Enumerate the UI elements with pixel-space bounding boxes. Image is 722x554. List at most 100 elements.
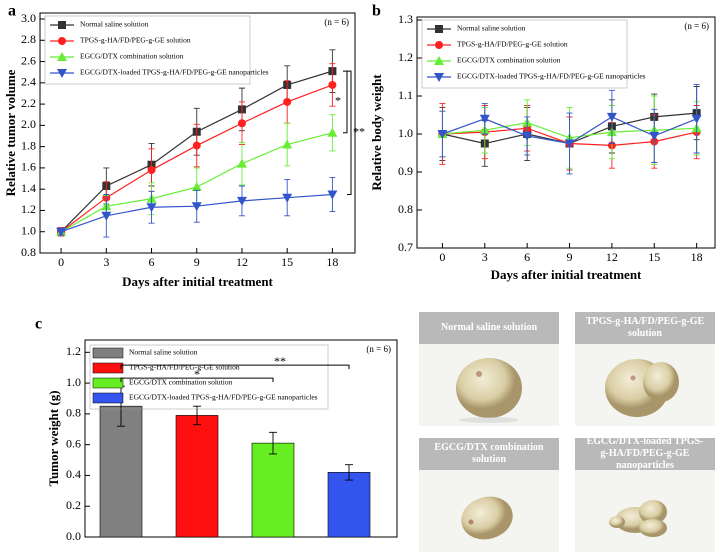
panel-letter: b: [372, 3, 381, 20]
x-tick-label: 12: [236, 255, 248, 269]
legend-swatch: [92, 362, 124, 374]
legend-swatch: [92, 392, 124, 404]
marker: [606, 112, 617, 122]
legend-label: EGCG/DTX combination solution: [457, 56, 561, 65]
photo-label: EGCG/DTX-loaded TPGS-g-HA/FD/PEG-g-GE na…: [575, 438, 715, 471]
photo-label: Normal saline solution: [419, 312, 559, 344]
note: (n = 6): [366, 344, 391, 354]
marker: [58, 37, 66, 45]
marker: [57, 69, 67, 78]
legend-swatch: [92, 377, 124, 389]
y-tick-label: 1.8: [21, 138, 36, 152]
y-tick-label: 0.4: [66, 467, 81, 481]
x-tick-label: 9: [194, 255, 200, 269]
legend-label: EGCG/DTX-loaded TPGS-g-HA/FD/PEG-g-GE na…: [129, 393, 318, 402]
marker: [101, 211, 112, 221]
marker: [191, 182, 202, 192]
marker: [283, 97, 292, 106]
x-axis-label: Days after initial treatment: [491, 267, 642, 282]
legend-box: [421, 19, 628, 89]
marker: [192, 141, 201, 150]
marker: [649, 131, 660, 141]
y-tick-label: 1.2: [21, 202, 36, 216]
marker: [146, 203, 157, 213]
marker: [327, 127, 338, 137]
note: (n = 6): [684, 21, 709, 31]
marker: [236, 158, 247, 168]
marker: [147, 166, 156, 175]
note: (n = 6): [324, 17, 349, 27]
error-bar: [269, 431, 277, 455]
panel-letter: a: [8, 3, 16, 20]
marker: [435, 25, 443, 33]
marker: [435, 41, 443, 49]
legend-label: EGCG/DTX-loaded TPGS-g-HA/FD/PEG-g-GE na…: [457, 72, 646, 81]
legend-label: TPGS-g-HA/FD/PEG-g-GE solution: [129, 363, 240, 372]
bar: [99, 405, 143, 538]
y-tick-label: 1.6: [21, 160, 36, 174]
x-tick-label: 3: [482, 250, 488, 264]
x-tick-label: 15: [281, 255, 293, 269]
y-tick-label: 1.3: [398, 12, 413, 26]
bar: [175, 415, 219, 538]
significance-bracket: [343, 70, 348, 134]
significance-label: *: [335, 94, 341, 108]
legend-label: TPGS-g-HA/FD/PEG-g-GE solution: [80, 36, 191, 45]
legend-label: Normal saline solution: [129, 348, 198, 357]
legend-box: [44, 15, 251, 85]
photo: [605, 359, 679, 417]
y-tick-label: 0.0: [66, 529, 81, 543]
significance-bracket: [120, 377, 274, 383]
y-tick-label: 1.0: [21, 223, 36, 237]
y-tick-label: 0.9: [398, 164, 413, 178]
x-axis-label: Days after initial treatment: [122, 274, 273, 289]
photo-cell: TPGS-g-HA/FD/PEG-g-GE solution: [575, 312, 715, 426]
y-tick-label: 2.8: [21, 32, 36, 46]
y-tick-label: 2.4: [21, 75, 36, 89]
marker: [434, 56, 444, 65]
y-tick-label: 1.0: [66, 375, 81, 389]
y-tick-label: 1.1: [398, 88, 413, 102]
x-tick-label: 9: [567, 250, 573, 264]
marker: [56, 227, 67, 237]
y-tick-label: 1.4: [21, 181, 36, 195]
marker: [236, 196, 247, 206]
y-tick-label: 0.7: [398, 240, 413, 254]
y-tick-label: 1.0: [398, 126, 413, 140]
error-bar: [345, 464, 353, 481]
marker: [282, 139, 293, 149]
x-tick-label: 0: [58, 255, 64, 269]
legend-label: TPGS-g-HA/FD/PEG-g-GE solution: [457, 40, 568, 49]
marker: [282, 193, 293, 203]
legend-label: EGCG/DTX combination solution: [129, 378, 233, 387]
significance-label: **: [274, 354, 286, 368]
photo-cell: Normal saline solution: [419, 312, 559, 426]
y-tick-label: 2.2: [21, 96, 36, 110]
marker: [237, 119, 246, 128]
legend-label: EGCG/DTX combination solution: [80, 52, 184, 61]
legend-swatch: [92, 347, 124, 359]
marker: [58, 21, 66, 29]
photo-label: EGCG/DTX combination solution: [419, 438, 559, 470]
x-tick-label: 0: [439, 250, 445, 264]
y-tick-label: 0.8: [398, 202, 413, 216]
y-tick-label: 2.6: [21, 53, 36, 67]
marker: [437, 130, 448, 139]
plot-frame: [39, 12, 356, 254]
y-tick-label: 1.2: [66, 344, 81, 358]
photo-label: TPGS-g-HA/FD/PEG-g-GE solution: [575, 312, 715, 344]
x-tick-label: 18: [326, 255, 338, 269]
x-tick-label: 3: [103, 255, 109, 269]
y-axis-label: Relative tumor volume: [3, 69, 18, 196]
y-tick-label: 0.8: [66, 406, 81, 420]
bar: [251, 442, 295, 538]
y-axis-label: Relative body weight: [369, 74, 384, 191]
x-tick-label: 6: [524, 250, 530, 264]
x-tick-label: 18: [691, 250, 703, 264]
significance-bracket: [347, 70, 352, 195]
x-tick-label: 15: [648, 250, 660, 264]
x-tick-label: 6: [149, 255, 155, 269]
marker: [434, 73, 444, 82]
photo-cell: EGCG/DTX combination solution: [419, 438, 559, 552]
